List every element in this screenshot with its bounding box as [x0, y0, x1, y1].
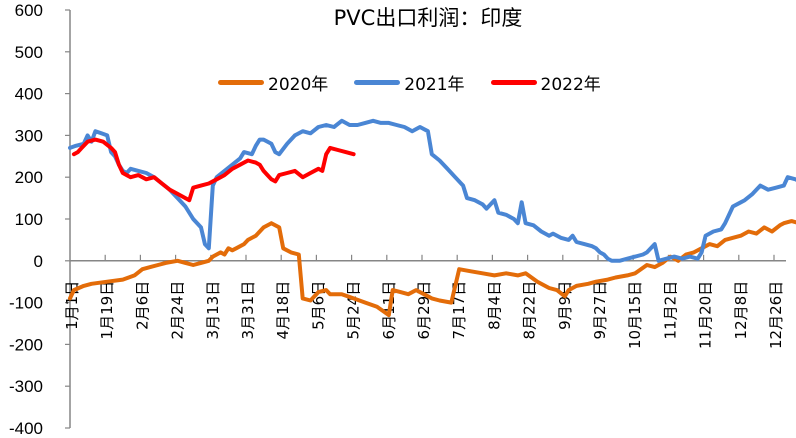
series-line-2021年 [68, 118, 796, 263]
y-tick-label: 600 [15, 1, 43, 20]
legend-label-2022: 2022年 [540, 75, 601, 95]
y-tick-label: 100 [15, 210, 43, 229]
legend-item-2021: 2021年 [354, 70, 465, 95]
legend-item-2020: 2020年 [218, 70, 328, 95]
x-tick-label: 8月22日 [521, 281, 539, 340]
x-tick-label: 11月20日 [697, 281, 715, 349]
y-tick-label: 200 [15, 168, 43, 187]
y-tick-label: -100 [9, 294, 43, 313]
x-axis: 1月1日 1月19日 2月6日 2月24日 3月13日 3月31日 4月18日 5月6日 5月2… [63, 254, 786, 349]
x-tick-label: 10月15日 [626, 281, 644, 349]
legend-label-2020: 2020年 [268, 75, 329, 95]
x-tick-label: 9月27日 [591, 281, 609, 340]
x-tick-label: 12月26日 [767, 281, 785, 349]
x-tick-label: 3月31日 [239, 281, 257, 340]
x-tick-label: 5月6日 [309, 281, 327, 330]
y-tick-label: 300 [15, 126, 43, 145]
legend-swatch-2022 [490, 80, 537, 85]
y-axis: 600 500 400 300 200 100 0 -100 -200 -300 -400 [9, 1, 71, 438]
series-line-2022年 [71, 137, 356, 203]
x-tick-label: 8月4日 [485, 281, 503, 330]
x-tick-label: 1月1日 [63, 281, 81, 330]
y-tick-label: -200 [9, 335, 43, 354]
series-lines [68, 118, 796, 318]
series-line-2020年 [68, 219, 796, 318]
x-tick-label: 4月18日 [274, 281, 292, 340]
legend-swatch-2021 [354, 80, 401, 85]
y-tick-label: 400 [15, 85, 43, 104]
x-tick-label: 2月24日 [169, 281, 187, 340]
legend-swatch-2020 [218, 80, 264, 85]
x-tick-label: 3月13日 [204, 281, 222, 340]
x-tick-label: 11月2日 [661, 281, 679, 340]
chart-legend: 2020年 2021年 2022年 [218, 70, 627, 95]
y-tick-label: 0 [34, 252, 43, 271]
y-tick-label: 500 [15, 43, 43, 62]
x-tick-label: 1月19日 [98, 281, 116, 340]
legend-label-2021: 2021年 [404, 75, 465, 95]
y-tick-label: -300 [9, 377, 43, 396]
x-tick-label: 12月8日 [732, 281, 750, 340]
chart-title: PVC出口利润：印度 [333, 6, 523, 30]
x-tick-label: 2月6日 [133, 281, 151, 330]
legend-item-2022: 2022年 [490, 70, 601, 95]
y-tick-label: -400 [9, 419, 43, 438]
x-tick-label: 5月24日 [345, 281, 363, 340]
